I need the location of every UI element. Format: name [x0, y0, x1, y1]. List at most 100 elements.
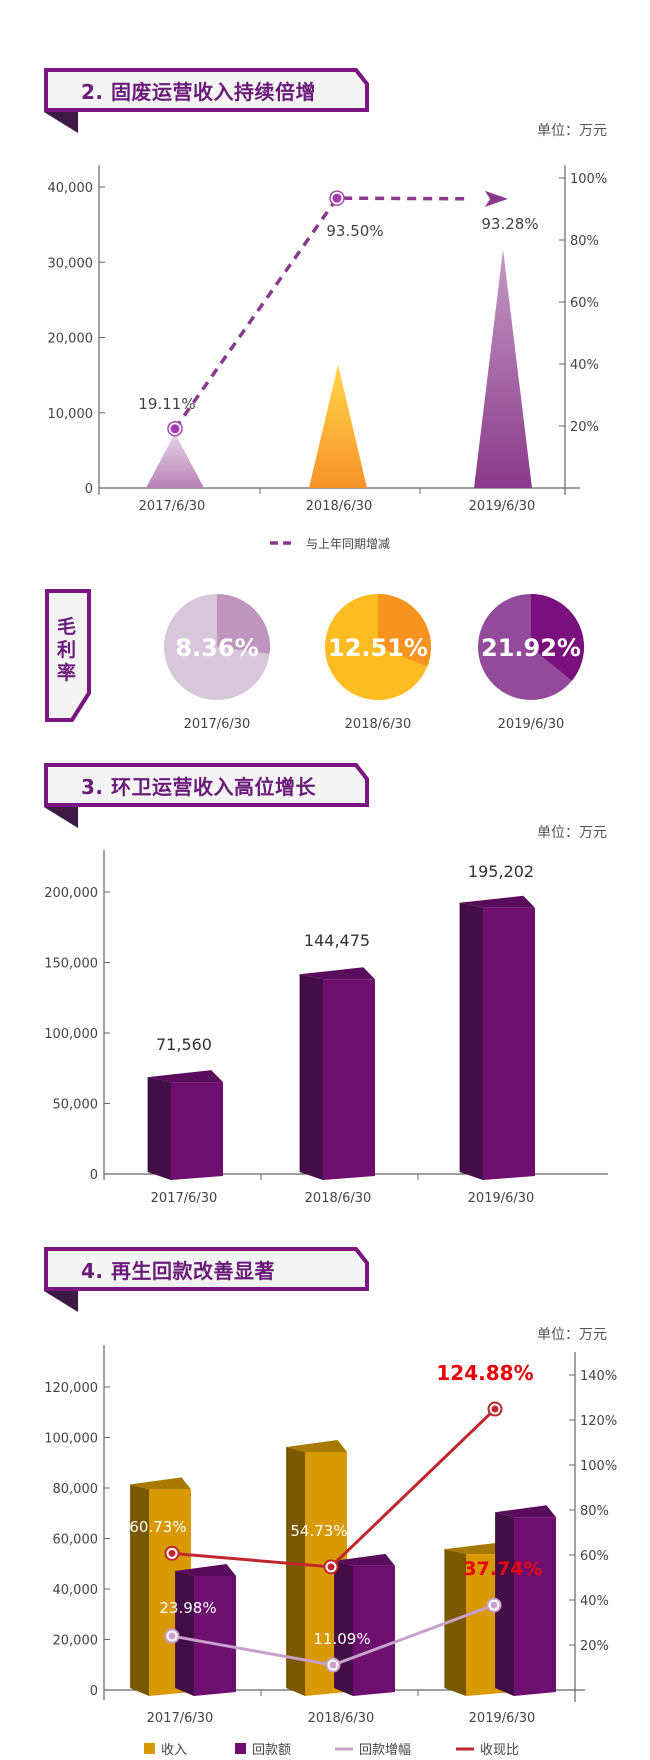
y-axis-tick-label: 40,000: [48, 181, 94, 196]
y-axis-tick-label: 60,000: [53, 1533, 99, 1548]
section-title: 2. 固废运营收入持续倍增: [81, 80, 316, 104]
pie-value-label: 21.92%: [481, 634, 581, 662]
bar-2017/6/30-top: [147, 1070, 223, 1083]
legend-label: 收入: [161, 1743, 187, 1758]
growth-label: 93.28%: [481, 215, 538, 233]
bar-回款额-2017/6/30-top: [175, 1564, 236, 1577]
legend-label: 收现比: [480, 1743, 519, 1758]
legend-label: 回款额: [252, 1743, 291, 1758]
x-tick-label: 2017/6/30: [139, 499, 206, 514]
chart-gross-margin: 8.36% 2017/6/30 12.51% 2018/6/30 21.92% 2019/…: [164, 594, 584, 730]
y2-axis-tick-label: 80%: [580, 1504, 609, 1519]
section-title: 4. 再生回款改善显著: [81, 1259, 275, 1283]
growth-line: [173, 196, 471, 430]
bar-2019/6/30: [459, 895, 535, 1180]
y2-axis-tick-label: 20%: [580, 1639, 609, 1654]
x-tick-label: 2019/6/30: [468, 1191, 535, 1206]
pie-value-label: 8.36%: [175, 634, 258, 662]
bar-收入-2018/6/30-top: [286, 1440, 347, 1453]
y2-axis-tick-label: 100%: [580, 1459, 617, 1474]
unit-label: 单位：万元: [537, 1327, 607, 1343]
margin-tag-label: 毛利率: [57, 616, 77, 684]
growth-point: [170, 424, 180, 434]
pie-slice-2017/6/30: [217, 594, 271, 654]
y2-axis-tick-label: 100%: [570, 172, 607, 187]
pie-category-label: 2017/6/30: [184, 717, 251, 730]
point-收现比: [168, 1549, 176, 1557]
x-tick-label: 2018/6/30: [308, 1711, 375, 1726]
triangle-bar-2017/6/30: [146, 433, 204, 488]
bar-value-label: 144,475: [304, 931, 370, 950]
y-axis-tick-label: 80,000: [53, 1482, 99, 1497]
margin-tag-frame: [45, 589, 91, 722]
x-tick-label: 2018/6/30: [305, 1191, 372, 1206]
bar-收入-2017/6/30-side: [130, 1484, 149, 1696]
y-axis-tick-label: 0: [85, 482, 93, 497]
growth-line-arrow: [485, 190, 508, 207]
legend-swatch-revenue: [144, 1743, 155, 1754]
bar-回款额-2017/6/30-front: [194, 1576, 236, 1696]
y-axis-tick-label: 150,000: [44, 957, 98, 972]
bar-收入-2018/6/30-side: [286, 1447, 305, 1696]
bar-2018/6/30-front: [323, 979, 375, 1180]
unit-label: 单位：万元: [537, 825, 607, 841]
cash-ratio-label: 54.73%: [290, 1522, 347, 1540]
section-title: 3. 环卫运营收入高位增长: [81, 775, 316, 799]
y-axis-tick-label: 40,000: [53, 1583, 99, 1598]
y-axis-tick-label: 120,000: [44, 1381, 98, 1396]
legend-swatch-collections: [235, 1743, 246, 1754]
bar-回款额-2018/6/30: [334, 1553, 395, 1696]
pie-value-label: 12.51%: [328, 634, 428, 662]
header-frame-shape: [44, 1247, 369, 1312]
point-收现比: [327, 1563, 335, 1571]
bar-2017/6/30: [147, 1070, 223, 1180]
bar-value-label: 195,202: [468, 862, 534, 881]
bar-回款额-2017/6/30-side: [175, 1571, 194, 1696]
bar-2018/6/30-top: [299, 967, 375, 980]
y-axis-tick-label: 100,000: [44, 1432, 98, 1447]
growth-point: [332, 193, 342, 203]
growth-label: 93.50%: [326, 222, 383, 240]
header-frame-shape: [44, 68, 369, 133]
y2-axis-tick-label: 40%: [570, 358, 599, 373]
y2-axis-tick-label: 60%: [580, 1549, 609, 1564]
section-header-2: 2. 固废运营收入持续倍增: [44, 68, 369, 133]
y-axis-tick-label: 30,000: [48, 256, 94, 271]
y-axis-tick-label: 20,000: [53, 1634, 99, 1649]
bar-2017/6/30-side: [147, 1077, 171, 1180]
bar-value-label: 71,560: [156, 1035, 212, 1054]
x-tick-label: 2019/6/30: [469, 499, 536, 514]
point-回款增幅: [490, 1601, 498, 1609]
pie-slice-2018/6/30: [378, 594, 431, 667]
y-axis-tick-label: 200,000: [44, 886, 98, 901]
header-frame-shape: [44, 763, 369, 828]
y-axis-tick-label: 50,000: [53, 1098, 99, 1113]
bar-收入-2017/6/30: [130, 1477, 191, 1696]
pie-category-label: 2019/6/30: [498, 717, 565, 730]
bar-收入-2017/6/30-top: [130, 1477, 191, 1490]
bar-2019/6/30-side: [459, 902, 483, 1180]
bar-回款额-2019/6/30: [495, 1505, 556, 1696]
x-tick-label: 2018/6/30: [306, 499, 373, 514]
growth-label: 11.09%: [313, 1630, 370, 1648]
bar-回款额-2019/6/30-top: [495, 1505, 556, 1518]
y2-axis-tick-label: 20%: [570, 420, 599, 435]
triangle-bar-2018/6/30: [309, 364, 367, 488]
chart-solid-waste-revenue: 0 10,000 20,000 30,000 40,000 20% 40% 60% 80% 100…: [48, 165, 607, 551]
y2-axis-tick-label: 80%: [570, 234, 599, 249]
legend-label: 与上年同期增减: [306, 537, 390, 551]
bar-2017/6/30-front: [171, 1082, 223, 1180]
unit-label: 单位：万元: [537, 123, 607, 139]
bar-回款额-2019/6/30-front: [514, 1517, 556, 1696]
bar-2018/6/30-side: [299, 974, 323, 1180]
pie-category-label: 2018/6/30: [345, 717, 412, 730]
y-axis-tick-label: 20,000: [48, 332, 94, 347]
bar-收入-2019/6/30-side: [444, 1549, 466, 1696]
growth-label-highlight: 37.74%: [463, 1558, 542, 1580]
y2-axis-tick-label: 40%: [580, 1594, 609, 1609]
y-axis-tick-label: 0: [90, 1168, 98, 1183]
y-axis-tick-label: 0: [90, 1684, 98, 1699]
legend-label: 回款增幅: [359, 1743, 411, 1758]
cash-ratio-label-highlight: 124.88%: [436, 1361, 533, 1385]
